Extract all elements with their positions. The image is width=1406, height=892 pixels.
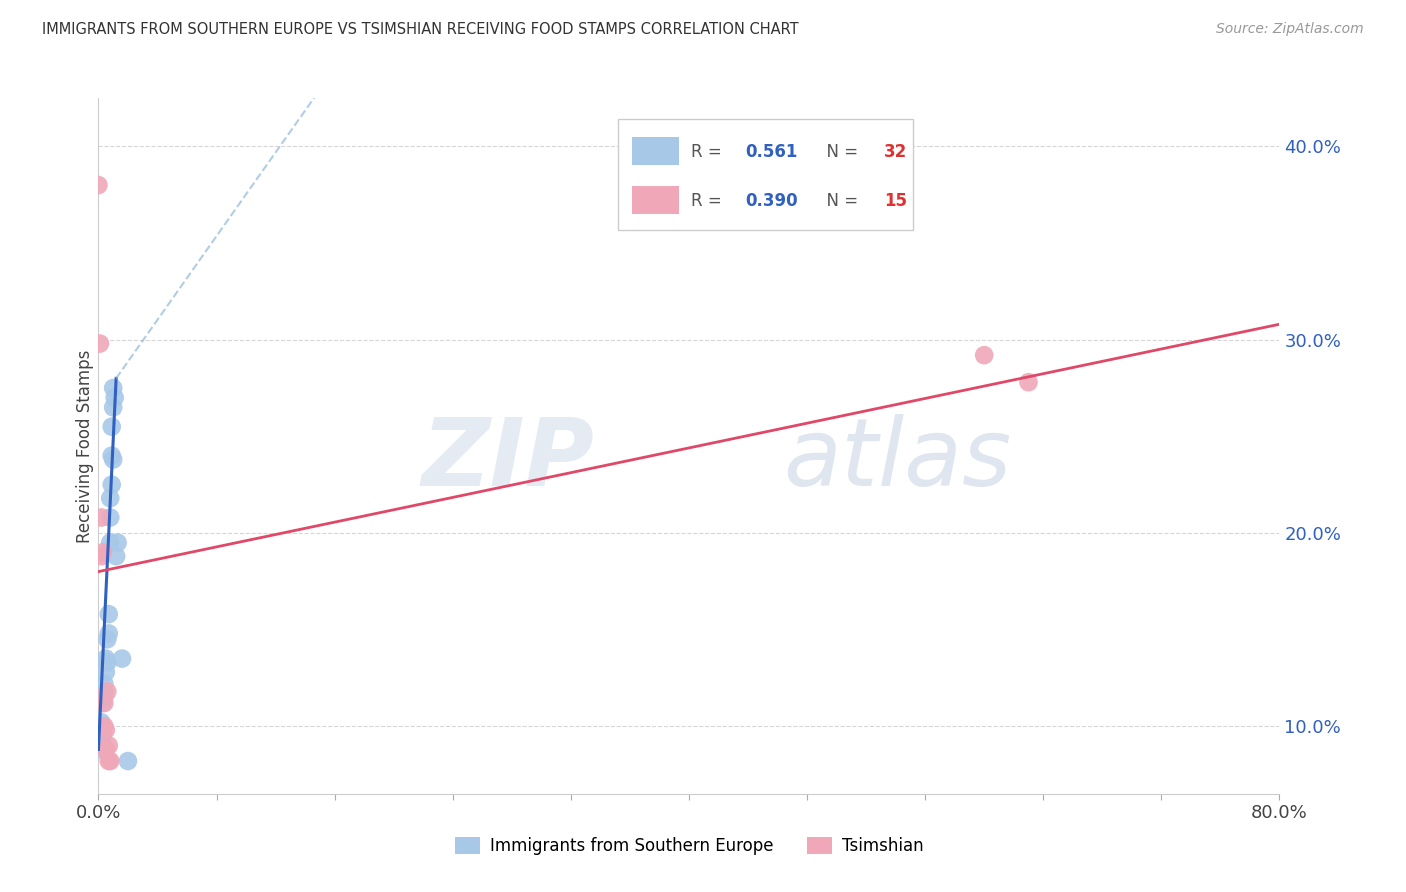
Point <box>93 719 115 733</box>
Text: ZIP: ZIP <box>422 414 595 506</box>
Text: N =: N = <box>817 192 863 211</box>
Text: IMMIGRANTS FROM SOUTHERN EUROPE VS TSIMSHIAN RECEIVING FOOD STAMPS CORRELATION C: IMMIGRANTS FROM SOUTHERN EUROPE VS TSIMS… <box>42 22 799 37</box>
Text: R =: R = <box>692 144 727 161</box>
Point <box>89 732 111 747</box>
Point <box>973 348 995 362</box>
Point <box>103 401 125 415</box>
Y-axis label: Receiving Food Stamps: Receiving Food Stamps <box>76 350 94 542</box>
Point <box>91 696 114 710</box>
Legend: Immigrants from Southern Europe, Tsimshian: Immigrants from Southern Europe, Tsimshi… <box>449 830 929 862</box>
Point <box>100 449 122 463</box>
Point <box>98 535 121 549</box>
Text: R =: R = <box>692 192 727 211</box>
Text: atlas: atlas <box>783 415 1012 506</box>
Point <box>98 491 121 505</box>
Point <box>100 477 122 491</box>
FancyBboxPatch shape <box>619 119 914 230</box>
Text: 0.561: 0.561 <box>745 144 799 161</box>
Point <box>96 632 118 647</box>
Point <box>104 391 127 405</box>
Text: 0.390: 0.390 <box>745 192 799 211</box>
Point <box>97 739 120 753</box>
Point <box>90 715 112 730</box>
Text: 15: 15 <box>884 192 907 211</box>
Point <box>90 510 112 524</box>
Point <box>97 754 120 768</box>
FancyBboxPatch shape <box>633 137 679 165</box>
Point <box>94 723 117 737</box>
Point <box>91 545 114 559</box>
Point <box>89 336 111 351</box>
Point <box>87 178 110 193</box>
Point <box>105 549 128 564</box>
Point <box>96 684 118 698</box>
Text: Source: ZipAtlas.com: Source: ZipAtlas.com <box>1216 22 1364 37</box>
Point <box>93 684 115 698</box>
Point <box>90 549 112 564</box>
Point <box>117 754 139 768</box>
Point <box>93 690 115 705</box>
Point <box>87 727 110 741</box>
Point <box>91 729 114 743</box>
Point <box>98 754 121 768</box>
Point <box>103 452 125 467</box>
Point <box>91 684 114 698</box>
Point <box>90 732 112 747</box>
Point <box>90 721 112 735</box>
FancyBboxPatch shape <box>633 186 679 213</box>
Point <box>103 381 125 395</box>
Point <box>1018 375 1040 389</box>
Point <box>96 656 118 670</box>
Point <box>100 419 122 434</box>
Point <box>94 651 117 665</box>
Point <box>89 742 111 756</box>
Point <box>98 510 121 524</box>
Point <box>107 535 129 549</box>
Point <box>111 651 134 665</box>
Point <box>97 607 120 621</box>
Point <box>93 676 115 690</box>
Text: N =: N = <box>817 144 863 161</box>
Point <box>94 665 117 680</box>
Point <box>94 742 117 756</box>
Point <box>93 696 115 710</box>
Text: 32: 32 <box>884 144 907 161</box>
Point <box>97 626 120 640</box>
